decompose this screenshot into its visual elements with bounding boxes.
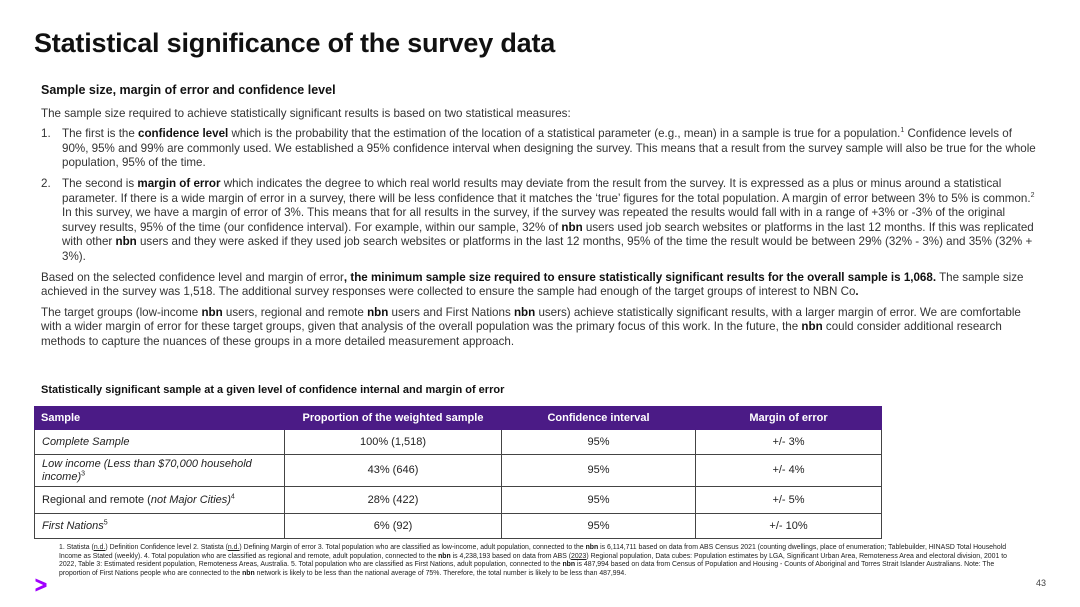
margin-cell: +/- 4%	[695, 454, 882, 487]
confidence-cell: 95%	[501, 513, 696, 539]
confidence-cell: 95%	[501, 454, 696, 487]
significance-table: Sample Proportion of the weighted sample…	[34, 406, 882, 539]
intro-paragraph: The sample size required to achieve stat…	[41, 106, 571, 120]
section-heading: Sample size, margin of error and confide…	[41, 83, 336, 97]
table-header-row: Sample Proportion of the weighted sample…	[34, 406, 882, 430]
sample-cell: Low income (Less than $70,000 household …	[34, 454, 285, 487]
proportion-cell: 43% (646)	[284, 454, 502, 487]
page-number: 43	[1035, 578, 1046, 588]
list-number: 2.	[41, 176, 51, 190]
proportion-cell: 6% (92)	[284, 513, 502, 539]
list-text: The first is the confidence level which …	[62, 127, 1036, 170]
table-row: Complete Sample 100% (1,518) 95% +/- 3%	[34, 429, 882, 455]
confidence-cell: 95%	[501, 429, 696, 455]
sample-cell: Regional and remote (not Major Cities)4	[34, 486, 285, 514]
table-title: Statistically significant sample at a gi…	[41, 384, 505, 396]
footnotes: 1. Statista (n.d.) Definition Confidence…	[59, 544, 1007, 577]
list-item-margin: 2. The second is margin of error which i…	[41, 177, 1041, 265]
proportion-cell: 100% (1,518)	[284, 429, 502, 455]
header-confidence-interval: Confidence interval	[501, 406, 696, 430]
table-row: Low income (Less than $70,000 household …	[34, 454, 882, 487]
list-number: 1.	[41, 127, 51, 141]
margin-cell: +/- 3%	[695, 429, 882, 455]
table-row: First Nations5 6% (92) 95% +/- 10%	[34, 513, 882, 539]
minimum-sample-paragraph: Based on the selected confidence level a…	[41, 270, 1024, 299]
confidence-cell: 95%	[501, 486, 696, 514]
proportion-cell: 28% (422)	[284, 486, 502, 514]
header-margin-of-error: Margin of error	[695, 406, 882, 430]
header-proportion: Proportion of the weighted sample	[284, 406, 502, 430]
header-sample: Sample	[34, 406, 285, 430]
list-text: The second is margin of error which indi…	[62, 176, 1035, 263]
page-title: Statistical significance of the survey d…	[34, 28, 556, 58]
body-content: Sample size, margin of error and confide…	[41, 83, 1041, 356]
sample-cell: First Nations5	[34, 513, 285, 539]
table-row: Regional and remote (not Major Cities)4 …	[34, 486, 882, 514]
margin-cell: +/- 10%	[695, 513, 882, 539]
brand-logo-icon	[35, 578, 47, 597]
target-groups-paragraph: The target groups (low-income nbn users,…	[41, 305, 1021, 348]
sample-cell: Complete Sample	[34, 429, 285, 455]
list-item-confidence: 1. The first is the confidence level whi…	[41, 127, 1041, 171]
margin-cell: +/- 5%	[695, 486, 882, 514]
